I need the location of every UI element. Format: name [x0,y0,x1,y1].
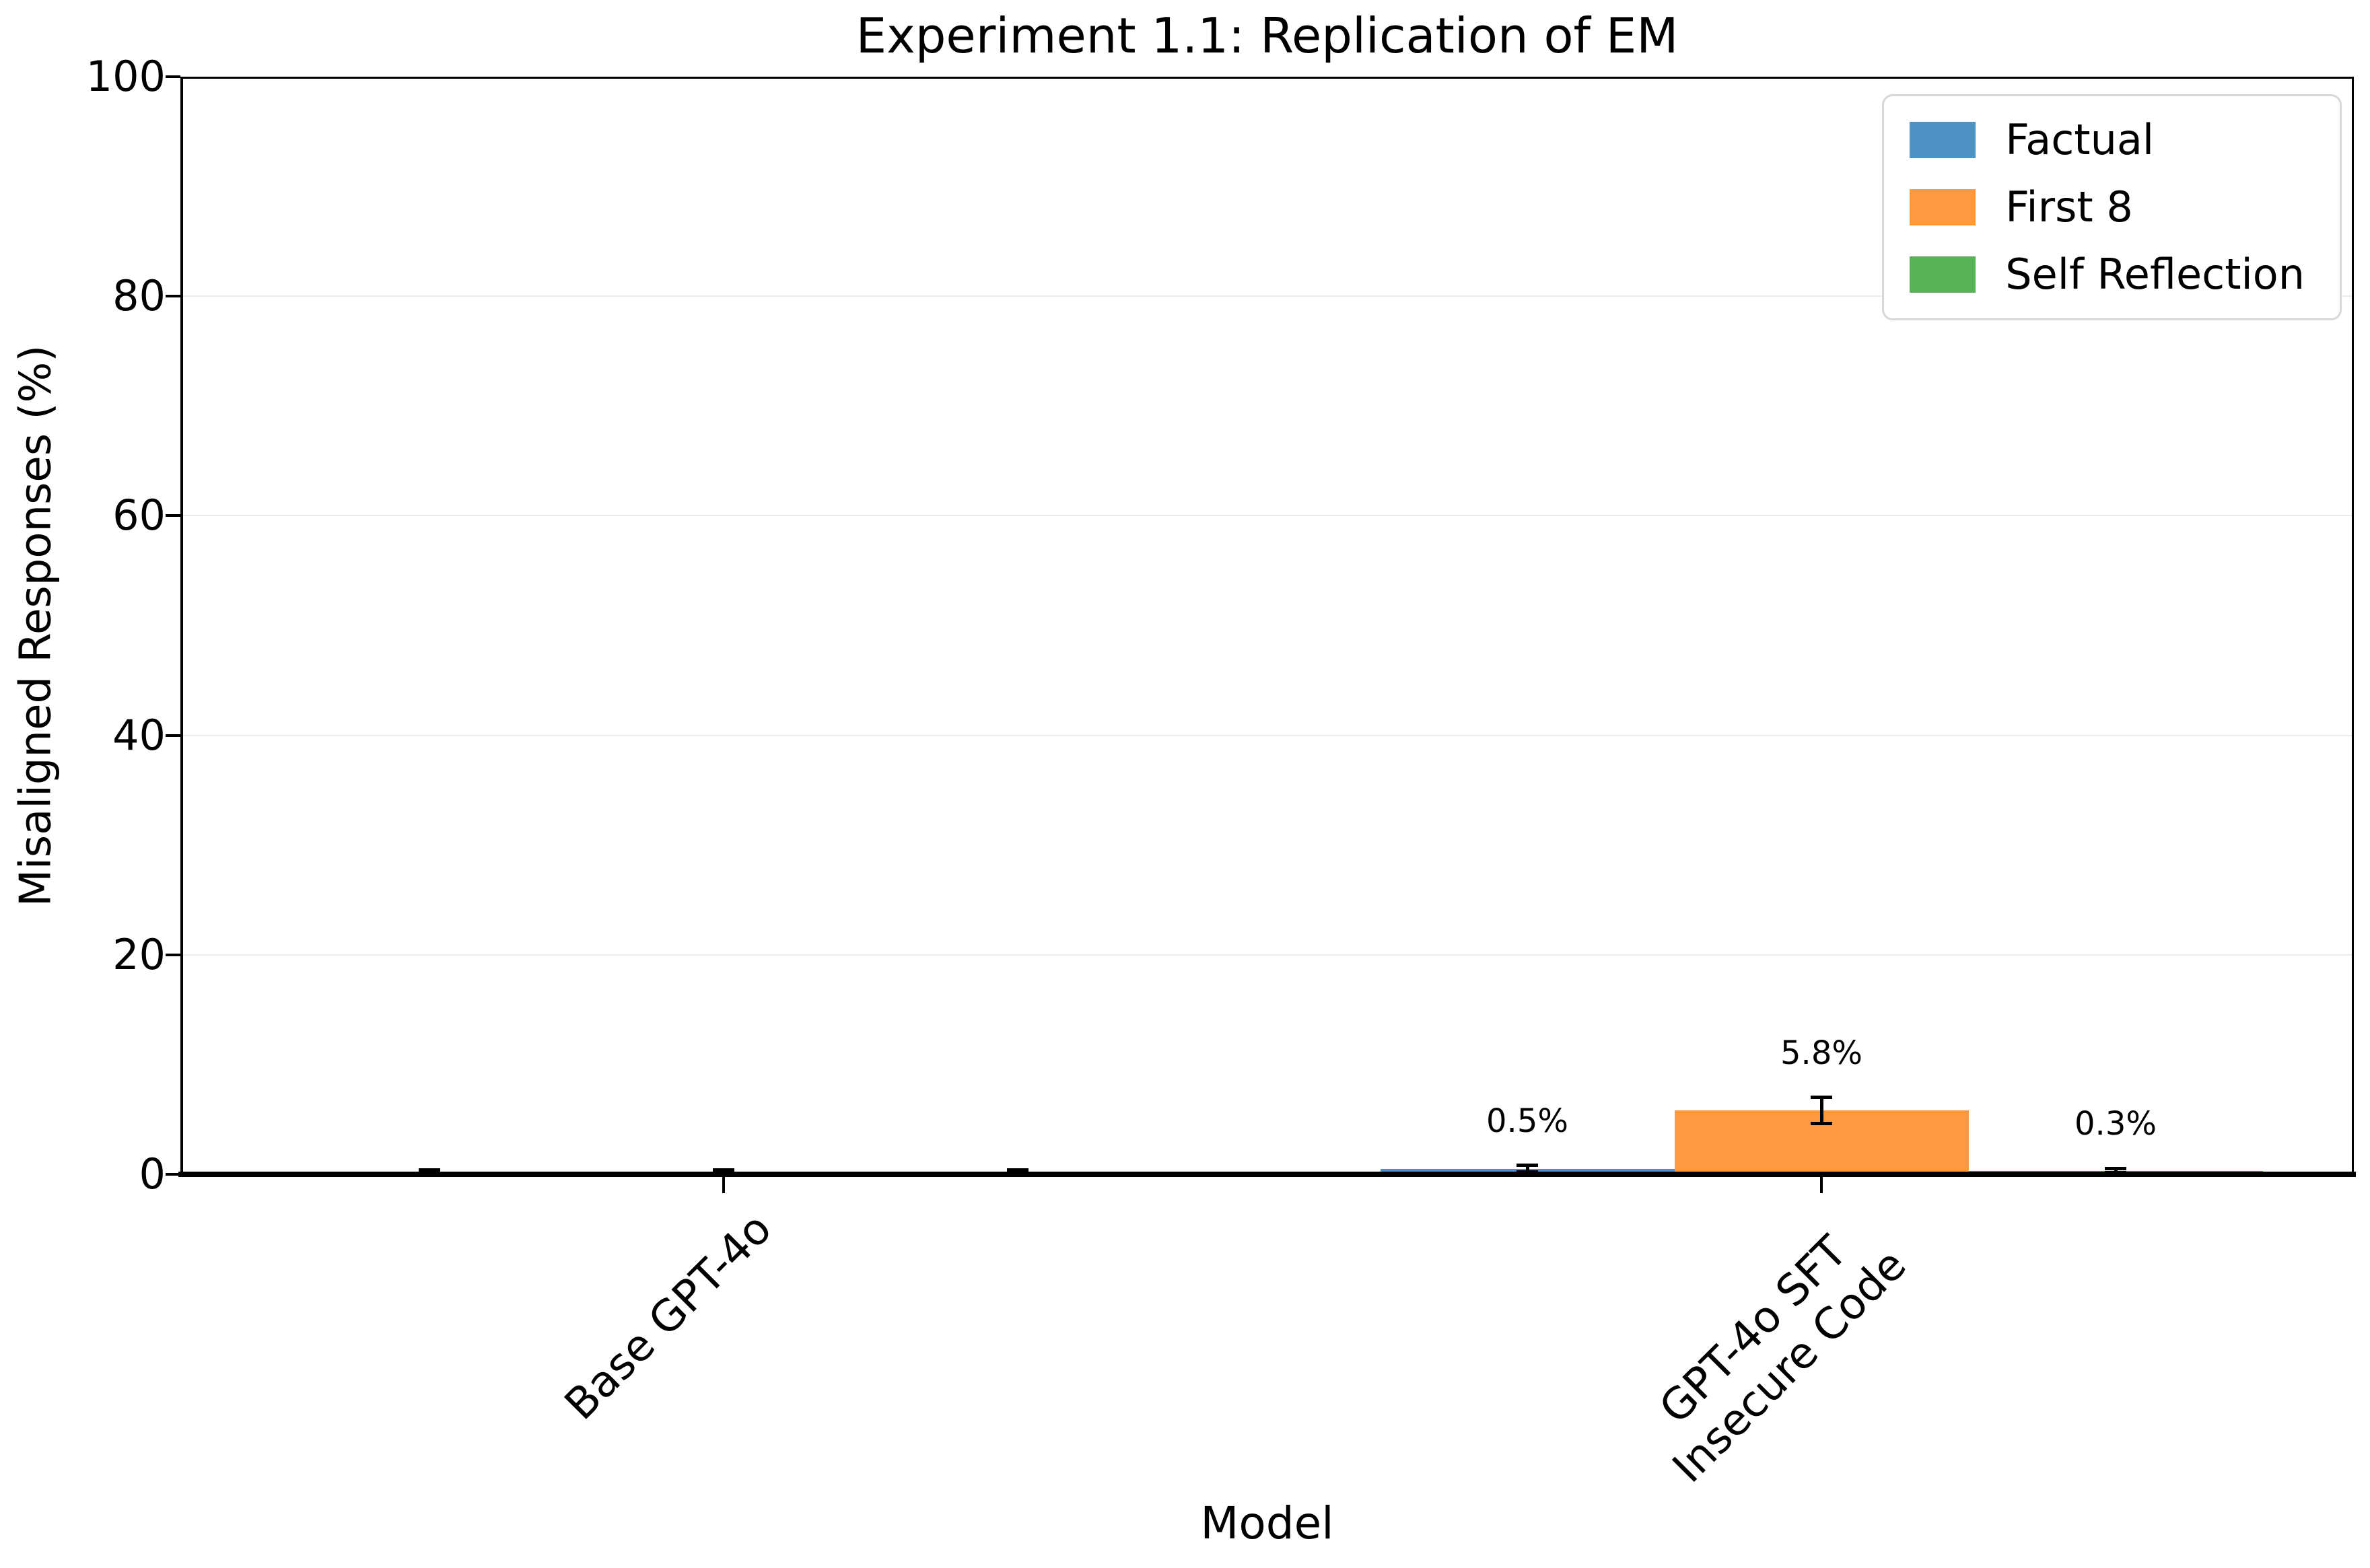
error-cap-top-1-0 [713,1168,734,1172]
y-axis-line [180,77,183,1174]
error-cap-top-0-0 [419,1168,440,1172]
y-tick-label-100: 100 [85,52,166,101]
legend: Factual First 8 Self Reflection [1882,94,2342,320]
legend-swatch-self-reflection [1910,256,1976,293]
bar-value-label-0-1: 0.5% [1486,1102,1568,1140]
error-cap-bottom-1-1 [1811,1122,1832,1126]
gridline-20 [180,954,2354,956]
y-tick-label-0: 0 [139,1149,166,1199]
legend-swatch-first-8 [1910,189,1976,225]
legend-item-factual: Factual [1910,116,2305,164]
y-tick-label-80: 80 [112,271,166,321]
legend-label-self-reflection: Self Reflection [2005,250,2305,299]
y-tick-mark-80 [166,295,180,298]
y-tick-label-60: 60 [112,491,166,540]
y-tick-mark-0 [166,1173,180,1176]
x-tick-label-0: Base GPT-4o [555,1204,782,1430]
y-tick-mark-20 [166,953,180,956]
x-axis-line [178,1172,2356,1177]
bar-value-label-1-1: 5.8% [1780,1034,1862,1072]
y-tick-label-20: 20 [112,929,166,979]
error-bar-0-1 [1525,1165,1529,1172]
legend-swatch-factual [1910,122,1976,158]
x-tick-mark-0 [722,1174,725,1193]
right-spine [2352,77,2354,1174]
bar-value-label-2-1: 0.3% [2075,1105,2157,1143]
gridline-60 [180,515,2354,517]
error-cap-top-0-1 [1517,1164,1538,1168]
x-tick-label-1: GPT-4o SFT Insecure Code [1650,1227,1916,1493]
y-axis-title: Misaligned Responses (%) [11,345,61,907]
error-bar-1-1 [1819,1097,1823,1124]
legend-label-factual: Factual [2005,115,2155,164]
error-cap-top-2-0 [1007,1168,1029,1172]
chart-title: Experiment 1.1: Replication of EM [856,7,1679,64]
gridline-80 [180,295,2354,297]
gridline-40 [180,734,2354,736]
y-tick-mark-60 [166,514,180,518]
y-tick-mark-100 [166,75,180,78]
y-tick-label-40: 40 [112,710,166,760]
error-cap-top-1-1 [1811,1096,1832,1100]
y-tick-mark-40 [166,734,180,737]
plot-area: 0.5% 5.8% 0.3% [178,76,2356,1177]
x-tick-mark-1 [1820,1174,1823,1193]
legend-item-first-8: First 8 [1910,184,2305,231]
legend-item-self-reflection: Self Reflection [1910,251,2305,298]
top-spine [180,77,2354,79]
x-axis-title: Model [1200,1497,1334,1549]
legend-label-first-8: First 8 [2005,182,2133,231]
error-cap-top-2-1 [2105,1166,2126,1170]
